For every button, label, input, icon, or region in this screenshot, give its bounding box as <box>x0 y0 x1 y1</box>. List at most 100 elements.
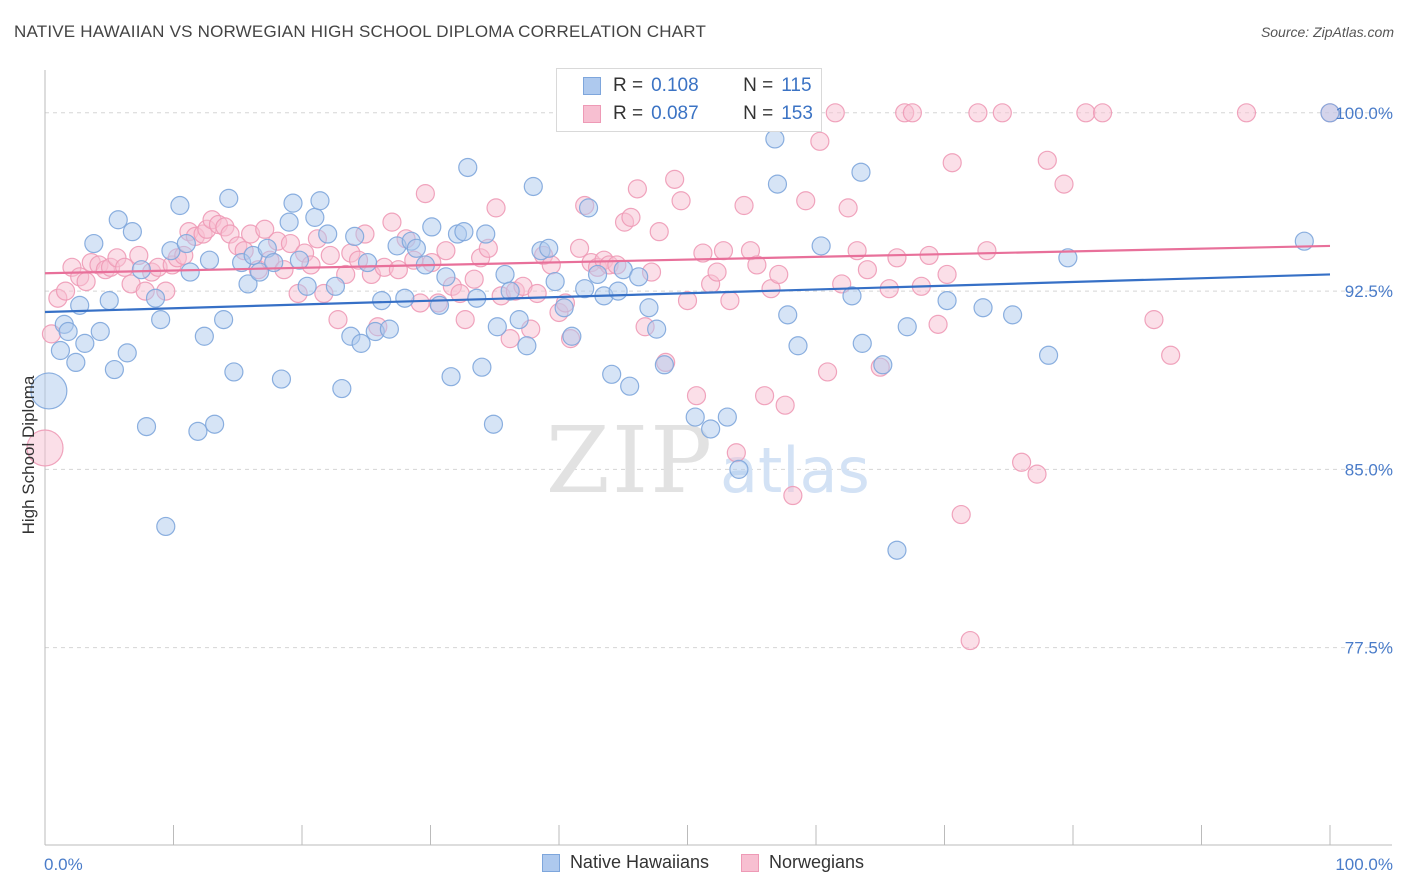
data-point <box>857 260 878 280</box>
data-point <box>713 241 734 261</box>
data-point <box>194 326 214 346</box>
data-point <box>318 224 338 244</box>
data-point <box>487 317 507 337</box>
data-point <box>578 198 599 218</box>
legend-label-native-hawaiians: Native Hawaiians <box>569 852 709 872</box>
data-point <box>136 416 157 437</box>
legend-row-norwegians: R = 0.087 N = 153 <box>557 101 813 127</box>
grid-lines <box>45 112 1392 649</box>
data-point <box>310 191 330 211</box>
norwegians-points <box>26 103 1340 651</box>
legend-r-label: R = <box>613 75 644 96</box>
data-point <box>75 333 95 353</box>
data-point <box>1003 305 1023 325</box>
legend-swatch-pink <box>741 853 759 872</box>
y-tick-label: 92.5% <box>1345 282 1393 301</box>
data-point <box>1320 103 1340 123</box>
data-point <box>500 281 520 301</box>
data-point <box>665 169 685 189</box>
data-point <box>180 262 200 282</box>
legend-item-native-hawaiians: Native Hawaiians <box>541 852 709 873</box>
data-point <box>685 407 705 427</box>
data-point <box>639 298 659 318</box>
data-point <box>1037 150 1057 170</box>
data-point <box>677 290 698 311</box>
data-point <box>1144 310 1164 330</box>
data-point <box>654 355 674 375</box>
data-point <box>747 255 767 275</box>
data-point <box>788 336 808 356</box>
data-point <box>372 290 392 311</box>
data-point <box>873 355 893 375</box>
data-point <box>1161 345 1181 365</box>
data-point <box>775 395 795 415</box>
data-point <box>977 241 997 261</box>
legend-n-value: 115 <box>781 75 812 96</box>
data-point <box>811 236 831 256</box>
data-point <box>30 372 68 410</box>
data-point <box>55 281 76 301</box>
data-point <box>58 321 78 342</box>
legend-item-norwegians: Norwegians <box>741 852 864 873</box>
data-point <box>992 103 1012 123</box>
data-point <box>897 317 917 337</box>
data-point <box>264 252 284 273</box>
data-point <box>778 305 798 325</box>
data-point <box>145 288 166 308</box>
trend-lines <box>44 244 1331 314</box>
data-point <box>569 238 590 258</box>
data-point <box>99 290 119 311</box>
data-point <box>879 279 899 299</box>
data-point <box>671 191 691 211</box>
data-point <box>151 310 171 330</box>
data-point <box>332 378 352 399</box>
data-point <box>647 319 667 339</box>
data-point <box>188 421 208 441</box>
data-point <box>769 264 789 285</box>
data-point <box>305 207 325 227</box>
data-point <box>887 248 907 268</box>
y-axis-label: High School Diploma <box>19 375 38 534</box>
data-point <box>156 516 176 537</box>
data-point <box>838 198 858 218</box>
legend-r-value: 0.108 <box>651 75 699 96</box>
native-hawaiians-points <box>30 103 1340 560</box>
legend-n-label: N = <box>743 75 774 96</box>
data-point <box>562 326 582 346</box>
legend-row-native-hawaiians: R = 0.108 N = 115 <box>557 73 812 99</box>
data-point <box>224 362 244 382</box>
data-point <box>852 333 872 353</box>
data-point <box>441 367 461 387</box>
data-point <box>734 195 754 216</box>
data-point <box>271 369 292 389</box>
data-point <box>395 288 415 308</box>
data-point <box>608 281 628 301</box>
data-point <box>483 414 504 434</box>
data-point <box>500 329 520 349</box>
data-point <box>796 191 816 211</box>
data-point <box>122 222 142 242</box>
data-point <box>238 274 258 294</box>
y-tick-label: 77.5% <box>1345 639 1393 658</box>
data-point <box>937 290 957 311</box>
data-point <box>104 359 124 380</box>
data-point <box>115 257 135 277</box>
data-point <box>1076 103 1096 123</box>
legend-n-value: 153 <box>781 103 813 124</box>
data-point <box>26 429 64 467</box>
x-tick-label: 0.0% <box>44 855 83 874</box>
data-point <box>199 250 220 270</box>
data-point <box>279 212 299 232</box>
data-point <box>406 238 426 258</box>
data-point <box>476 224 496 244</box>
data-point <box>1038 345 1059 365</box>
trend-line-norwegians <box>44 244 1331 275</box>
data-point <box>825 103 845 123</box>
source-label: Source: ZipAtlas.com <box>1260 24 1394 40</box>
data-point <box>968 103 988 123</box>
data-point <box>629 267 649 287</box>
data-point <box>1027 464 1047 484</box>
series-legend: Native Hawaiians Norwegians <box>0 852 1406 873</box>
data-point <box>649 222 669 242</box>
